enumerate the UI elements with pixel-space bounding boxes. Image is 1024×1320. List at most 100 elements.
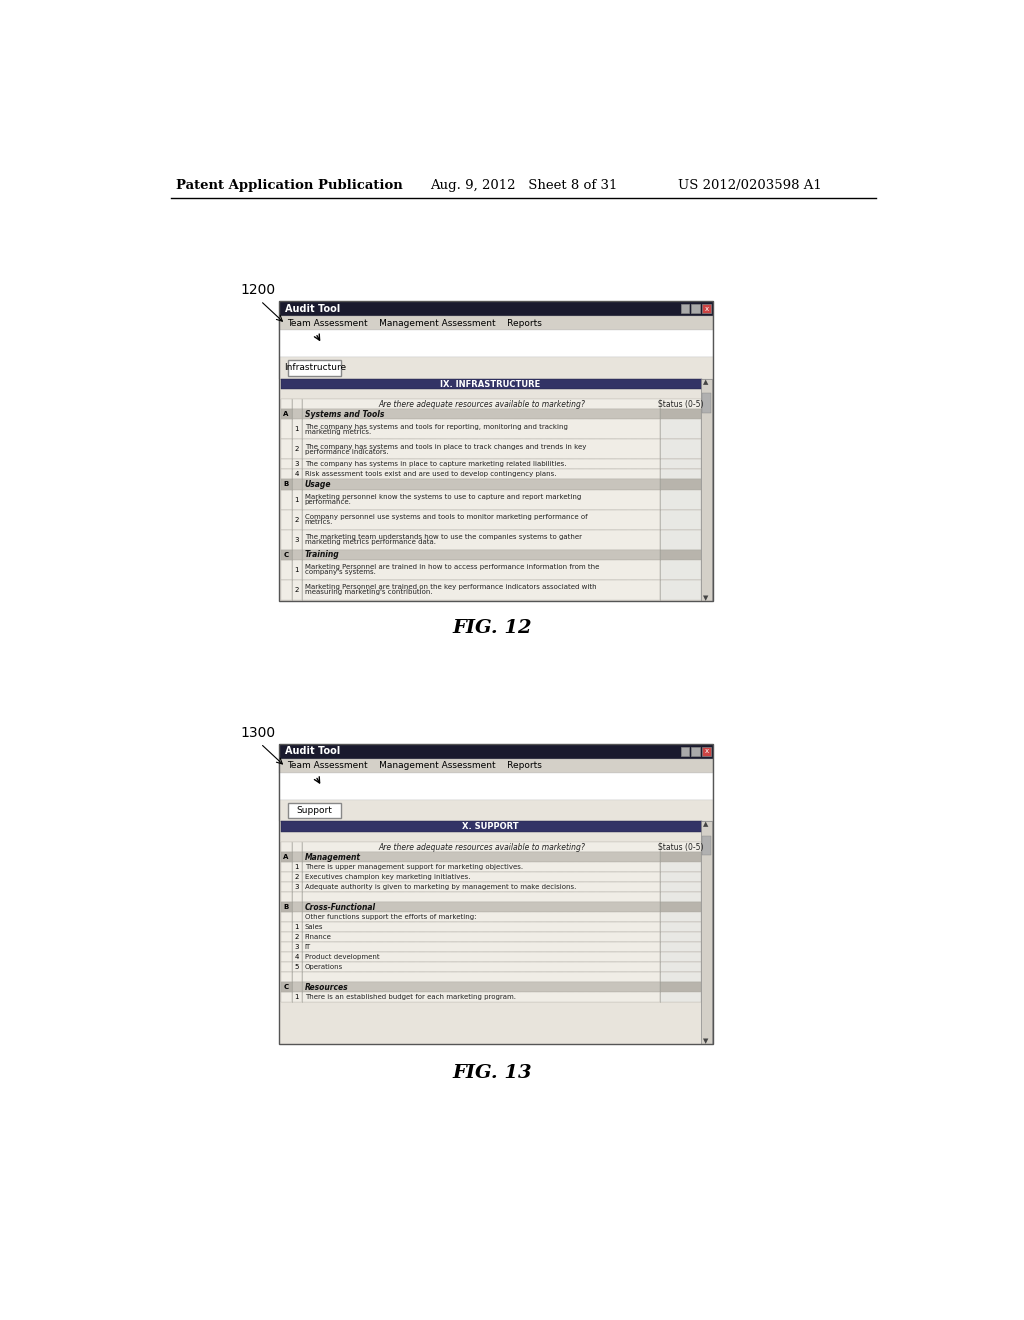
- Bar: [700, 379, 712, 601]
- Text: 1300: 1300: [241, 726, 275, 739]
- Bar: [660, 952, 700, 962]
- Text: 3: 3: [295, 884, 299, 890]
- Bar: [281, 853, 700, 862]
- Text: FIG. 12: FIG. 12: [453, 619, 532, 638]
- Bar: [292, 882, 302, 892]
- Bar: [281, 549, 700, 560]
- Text: 2: 2: [295, 935, 299, 940]
- Text: The marketing team understands how to use the companies systems to gather: The marketing team understands how to us…: [305, 535, 582, 540]
- Bar: [302, 923, 660, 932]
- Bar: [292, 912, 302, 923]
- Bar: [292, 952, 302, 962]
- Bar: [281, 490, 292, 510]
- Bar: [660, 853, 700, 862]
- Bar: [281, 400, 700, 409]
- Text: C: C: [284, 552, 289, 557]
- Text: 2: 2: [295, 874, 299, 880]
- Text: 1200: 1200: [241, 282, 275, 297]
- Bar: [281, 892, 292, 903]
- Bar: [660, 862, 700, 873]
- Bar: [302, 842, 660, 853]
- Text: The company has systems in place to capture marketing related liabilities.: The company has systems in place to capt…: [305, 462, 566, 467]
- Bar: [292, 459, 302, 470]
- Bar: [660, 882, 700, 892]
- Bar: [281, 549, 292, 560]
- Bar: [660, 982, 700, 993]
- Bar: [280, 301, 713, 601]
- Text: IX. INFRASTRUCTURE: IX. INFRASTRUCTURE: [439, 380, 540, 388]
- Bar: [281, 479, 292, 490]
- Text: x: x: [705, 305, 709, 312]
- Text: ▲: ▲: [703, 821, 709, 828]
- Text: metrics.: metrics.: [305, 519, 333, 525]
- Bar: [281, 579, 700, 599]
- Bar: [660, 560, 700, 579]
- Text: C: C: [284, 985, 289, 990]
- Bar: [281, 873, 700, 882]
- Bar: [302, 459, 660, 470]
- Bar: [281, 459, 700, 470]
- Text: Other functions support the efforts of marketing:: Other functions support the efforts of m…: [305, 915, 476, 920]
- Text: 2: 2: [295, 446, 299, 453]
- Bar: [302, 440, 660, 459]
- Text: A: A: [284, 854, 289, 861]
- Text: B: B: [284, 482, 289, 487]
- Bar: [302, 579, 660, 599]
- Bar: [281, 862, 700, 873]
- Bar: [302, 952, 660, 962]
- Text: Team Assessment    Management Assessment    Reports: Team Assessment Management Assessment Re…: [287, 318, 542, 327]
- Text: Training: Training: [305, 550, 339, 560]
- Text: 4: 4: [295, 954, 299, 960]
- Bar: [280, 317, 713, 330]
- Bar: [660, 923, 700, 932]
- Text: Marketing personnel know the systems to use to capture and report marketing: Marketing personnel know the systems to …: [305, 494, 581, 500]
- Text: X. SUPPORT: X. SUPPORT: [462, 822, 518, 832]
- Bar: [281, 952, 700, 962]
- Text: measuring marketing's contribution.: measuring marketing's contribution.: [305, 589, 432, 595]
- Bar: [292, 510, 302, 529]
- Bar: [660, 993, 700, 1002]
- Bar: [302, 903, 660, 912]
- Bar: [660, 479, 700, 490]
- Bar: [700, 821, 712, 1044]
- Bar: [660, 549, 700, 560]
- Bar: [281, 982, 292, 993]
- Bar: [660, 490, 700, 510]
- Text: company's systems.: company's systems.: [305, 569, 376, 576]
- Bar: [281, 420, 700, 440]
- Bar: [302, 932, 660, 942]
- Bar: [292, 873, 302, 882]
- Bar: [302, 912, 660, 923]
- Text: 3: 3: [295, 462, 299, 467]
- Text: Management: Management: [305, 853, 360, 862]
- Bar: [280, 301, 713, 317]
- Text: Are there adequate resources available to marketing?: Are there adequate resources available t…: [378, 400, 585, 409]
- Text: Operations: Operations: [305, 965, 343, 970]
- Bar: [701, 393, 711, 412]
- Text: Resources: Resources: [305, 983, 348, 991]
- Bar: [660, 903, 700, 912]
- Bar: [281, 923, 700, 932]
- Bar: [292, 892, 302, 903]
- Text: 4: 4: [295, 471, 299, 478]
- Text: Infrastructure: Infrastructure: [284, 363, 346, 372]
- Bar: [292, 490, 302, 510]
- Bar: [660, 962, 700, 973]
- Bar: [281, 510, 292, 529]
- Bar: [302, 962, 660, 973]
- Bar: [281, 409, 292, 420]
- Bar: [281, 973, 700, 982]
- Bar: [660, 932, 700, 942]
- Bar: [280, 743, 713, 759]
- Text: Aug. 9, 2012   Sheet 8 of 31: Aug. 9, 2012 Sheet 8 of 31: [430, 178, 617, 191]
- Bar: [702, 304, 711, 313]
- Text: A: A: [284, 412, 289, 417]
- Bar: [702, 747, 711, 756]
- Text: 1: 1: [295, 994, 299, 1001]
- Bar: [302, 510, 660, 529]
- Text: Support: Support: [297, 807, 333, 814]
- Bar: [281, 560, 700, 579]
- Text: 1: 1: [295, 566, 299, 573]
- Text: 5: 5: [295, 965, 299, 970]
- Bar: [660, 892, 700, 903]
